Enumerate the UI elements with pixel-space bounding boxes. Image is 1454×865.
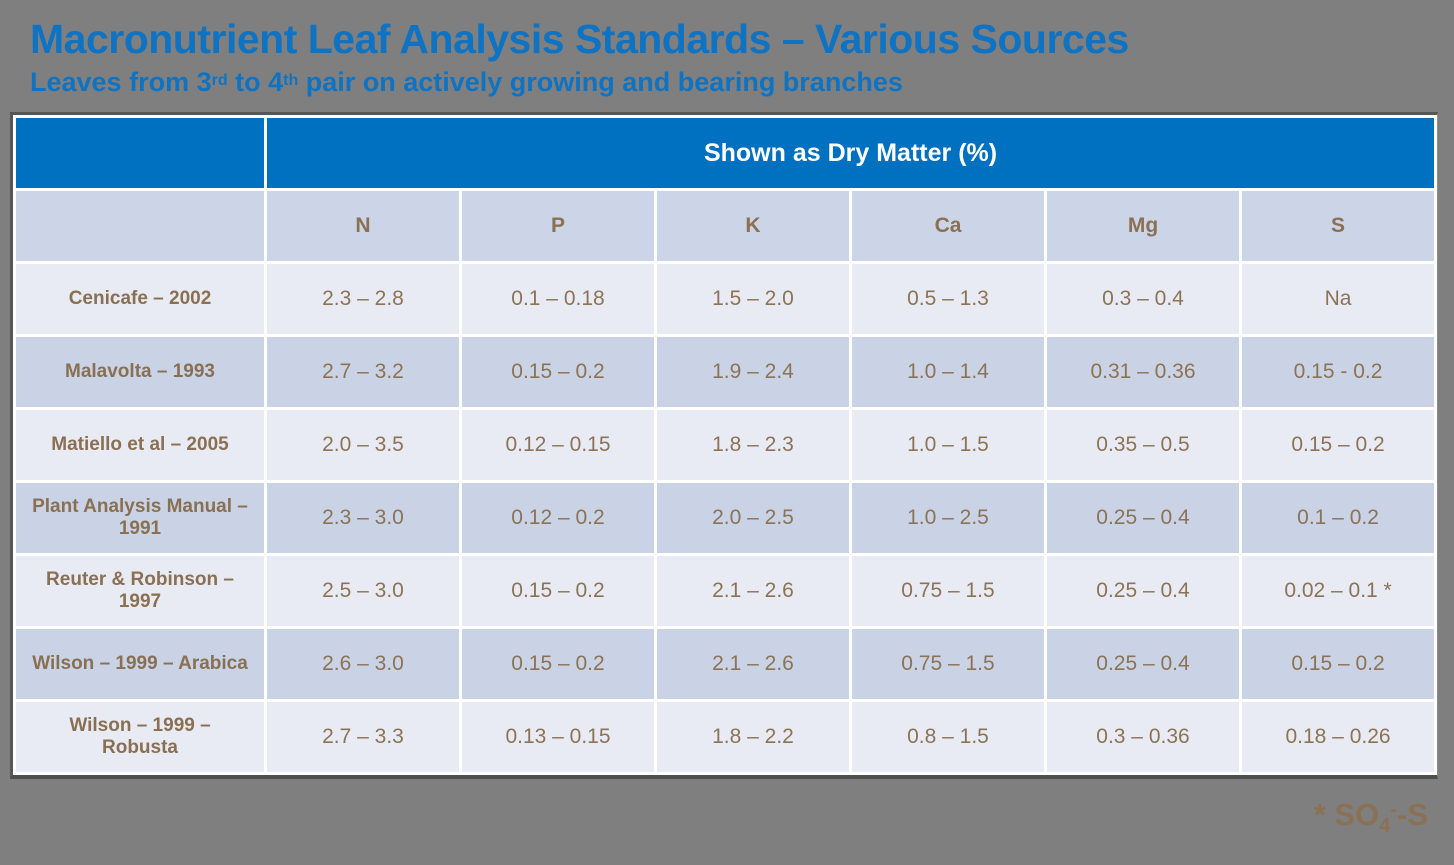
cell-ca: 0.75 – 1.5 (852, 629, 1044, 699)
cell-s: 0.02 – 0.1 * (1242, 556, 1435, 626)
cell-mg: 0.3 – 0.36 (1047, 702, 1239, 772)
table-row: Plant Analysis Manual – 1991 2.3 – 3.0 0… (16, 483, 1435, 553)
cell-n: 2.0 – 3.5 (267, 410, 459, 480)
header-corner-cell (16, 118, 264, 188)
cell-p: 0.15 – 0.2 (462, 337, 654, 407)
cell-n: 2.7 – 3.2 (267, 337, 459, 407)
cell-k: 2.1 – 2.6 (657, 556, 849, 626)
cell-mg: 0.31 – 0.36 (1047, 337, 1239, 407)
cell-k: 1.5 – 2.0 (657, 264, 849, 334)
cell-p: 0.12 – 0.15 (462, 410, 654, 480)
cell-ca: 0.75 – 1.5 (852, 556, 1044, 626)
cell-n: 2.7 – 3.3 (267, 702, 459, 772)
footnote-lead: * SO (1313, 797, 1380, 832)
sulfate-footnote: * SO4--S (1314, 797, 1428, 838)
page-subtitle: Leaves from 3rd to 4th pair on actively … (30, 65, 1454, 98)
cell-mg: 0.25 – 0.4 (1047, 556, 1239, 626)
column-header-p: P (462, 191, 654, 261)
cell-mg: 0.35 – 0.5 (1047, 410, 1239, 480)
cell-k: 2.1 – 2.6 (657, 629, 849, 699)
cell-n: 2.3 – 3.0 (267, 483, 459, 553)
cell-s: 0.18 – 0.26 (1242, 702, 1435, 772)
cell-k: 1.8 – 2.2 (657, 702, 849, 772)
table-row: Matiello et al – 2005 2.0 – 3.5 0.12 – 0… (16, 410, 1435, 480)
cell-p: 0.12 – 0.2 (462, 483, 654, 553)
row-label: Wilson – 1999 – Arabica (16, 629, 264, 699)
cell-ca: 0.8 – 1.5 (852, 702, 1044, 772)
cell-k: 1.9 – 2.4 (657, 337, 849, 407)
cell-ca: 1.0 – 2.5 (852, 483, 1044, 553)
footnote-tail: -S (1397, 797, 1428, 832)
cell-mg: 0.25 – 0.4 (1047, 629, 1239, 699)
title-block: Macronutrient Leaf Analysis Standards – … (0, 0, 1454, 98)
footnote-subscript: 4 (1379, 815, 1391, 837)
subtitle-part2: to 4 (227, 67, 284, 97)
cell-k: 1.8 – 2.3 (657, 410, 849, 480)
table-header-row: Shown as Dry Matter (%) (16, 118, 1435, 188)
cell-ca: 0.5 – 1.3 (852, 264, 1044, 334)
cell-mg: 0.25 – 0.4 (1047, 483, 1239, 553)
subtitle-sup-rd: rd (211, 72, 228, 89)
column-header-empty (16, 191, 264, 261)
cell-p: 0.15 – 0.2 (462, 556, 654, 626)
row-label: Cenicafe – 2002 (16, 264, 264, 334)
footnote-superscript: - (1390, 799, 1397, 821)
row-label: Wilson – 1999 – Robusta (16, 702, 264, 772)
cell-p: 0.15 – 0.2 (462, 629, 654, 699)
table-row: Wilson – 1999 – Arabica 2.6 – 3.0 0.15 –… (16, 629, 1435, 699)
subtitle-part3: pair on actively growing and bearing bra… (298, 67, 903, 97)
column-header-s: S (1242, 191, 1435, 261)
subtitle-part1: Leaves from 3 (30, 67, 212, 97)
cell-p: 0.13 – 0.15 (462, 702, 654, 772)
cell-mg: 0.3 – 0.4 (1047, 264, 1239, 334)
column-header-row: N P K Ca Mg S (16, 191, 1435, 261)
row-label: Matiello et al – 2005 (16, 410, 264, 480)
row-label: Plant Analysis Manual – 1991 (16, 483, 264, 553)
cell-s: 0.15 – 0.2 (1242, 410, 1435, 480)
column-header-mg: Mg (1047, 191, 1239, 261)
page-title: Macronutrient Leaf Analysis Standards – … (30, 16, 1129, 62)
cell-ca: 1.0 – 1.5 (852, 410, 1044, 480)
cell-p: 0.1 – 0.18 (462, 264, 654, 334)
cell-ca: 1.0 – 1.4 (852, 337, 1044, 407)
cell-s: 0.15 - 0.2 (1242, 337, 1435, 407)
column-header-ca: Ca (852, 191, 1044, 261)
cell-n: 2.5 – 3.0 (267, 556, 459, 626)
cell-n: 2.6 – 3.0 (267, 629, 459, 699)
table-row: Reuter & Robinson – 1997 2.5 – 3.0 0.15 … (16, 556, 1435, 626)
table-row: Malavolta – 1993 2.7 – 3.2 0.15 – 0.2 1.… (16, 337, 1435, 407)
cell-s: 0.1 – 0.2 (1242, 483, 1435, 553)
cell-n: 2.3 – 2.8 (267, 264, 459, 334)
leaf-analysis-table: Shown as Dry Matter (%) N P K Ca Mg S Ce… (10, 112, 1439, 779)
row-label: Reuter & Robinson – 1997 (16, 556, 264, 626)
column-header-k: K (657, 191, 849, 261)
column-header-n: N (267, 191, 459, 261)
subtitle-sup-th: th (283, 72, 299, 89)
table-row: Wilson – 1999 – Robusta 2.7 – 3.3 0.13 –… (16, 702, 1435, 772)
table-header-title: Shown as Dry Matter (%) (267, 118, 1435, 188)
row-label: Malavolta – 1993 (16, 337, 264, 407)
table-row: Cenicafe – 2002 2.3 – 2.8 0.1 – 0.18 1.5… (16, 264, 1435, 334)
cell-s: Na (1242, 264, 1435, 334)
cell-k: 2.0 – 2.5 (657, 483, 849, 553)
cell-s: 0.15 – 0.2 (1242, 629, 1435, 699)
